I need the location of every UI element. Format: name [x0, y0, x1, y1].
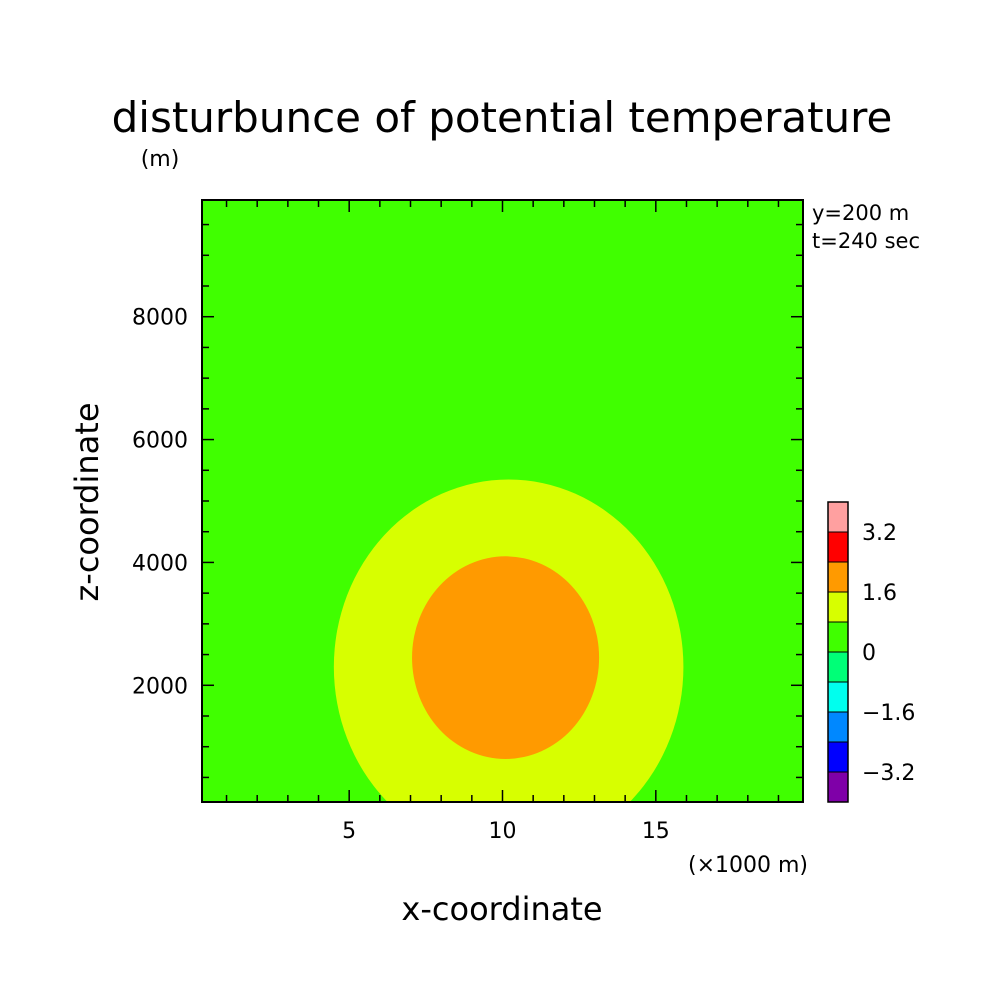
colorbar — [827, 501, 849, 803]
annotation-line-2: t=240 sec — [812, 229, 920, 253]
y-tick-label: 4000 — [132, 551, 188, 576]
colorbar-segment — [827, 681, 849, 713]
annotation-line-1: y=200 m — [812, 201, 909, 225]
x-tick-label: 10 — [489, 819, 517, 844]
x-tick-label: 15 — [642, 819, 670, 844]
colorbar-tick-label: 3.2 — [862, 521, 897, 546]
colorbar-tick-label: −1.6 — [862, 701, 915, 726]
contour-region-2 — [412, 556, 600, 760]
colorbar-tick-label: −3.2 — [862, 761, 915, 786]
colorbar-tick-label: 1.6 — [862, 581, 897, 606]
axis-ticks — [202, 200, 803, 802]
chart-title: disturbunce of potential temperature — [112, 93, 893, 142]
x-axis-label: x-coordinate — [401, 890, 602, 928]
colorbar-segment — [827, 531, 849, 563]
unit-label: (m) — [141, 147, 180, 172]
colorbar-labels: −3.2 −1.6 0 1.6 3.2 — [862, 521, 915, 786]
plot-frame — [201, 199, 804, 803]
colorbar-frame — [827, 501, 849, 803]
colorbar-tick-label: 0 — [862, 641, 876, 666]
y-tick-label: 2000 — [132, 674, 188, 699]
y-tick-labels: 2000 4000 6000 8000 — [132, 306, 188, 700]
x-tick-labels: 5 10 15 — [342, 819, 670, 844]
y-tick-label: 8000 — [132, 306, 188, 331]
x-tick-label: 5 — [342, 819, 356, 844]
colorbar-segment — [827, 771, 849, 803]
colorbar-segment — [827, 591, 849, 623]
colorbar-segment — [827, 711, 849, 743]
contour-fill — [202, 200, 803, 802]
colorbar-segment — [827, 561, 849, 593]
colorbar-segment — [827, 621, 849, 653]
x-unit-label: (×1000 m) — [688, 853, 808, 878]
colorbar-segment — [827, 741, 849, 773]
colorbar-segment — [827, 501, 849, 533]
colorbar-segment — [827, 651, 849, 683]
y-axis-label: z-coordinate — [68, 402, 106, 601]
y-tick-label: 6000 — [132, 429, 188, 454]
